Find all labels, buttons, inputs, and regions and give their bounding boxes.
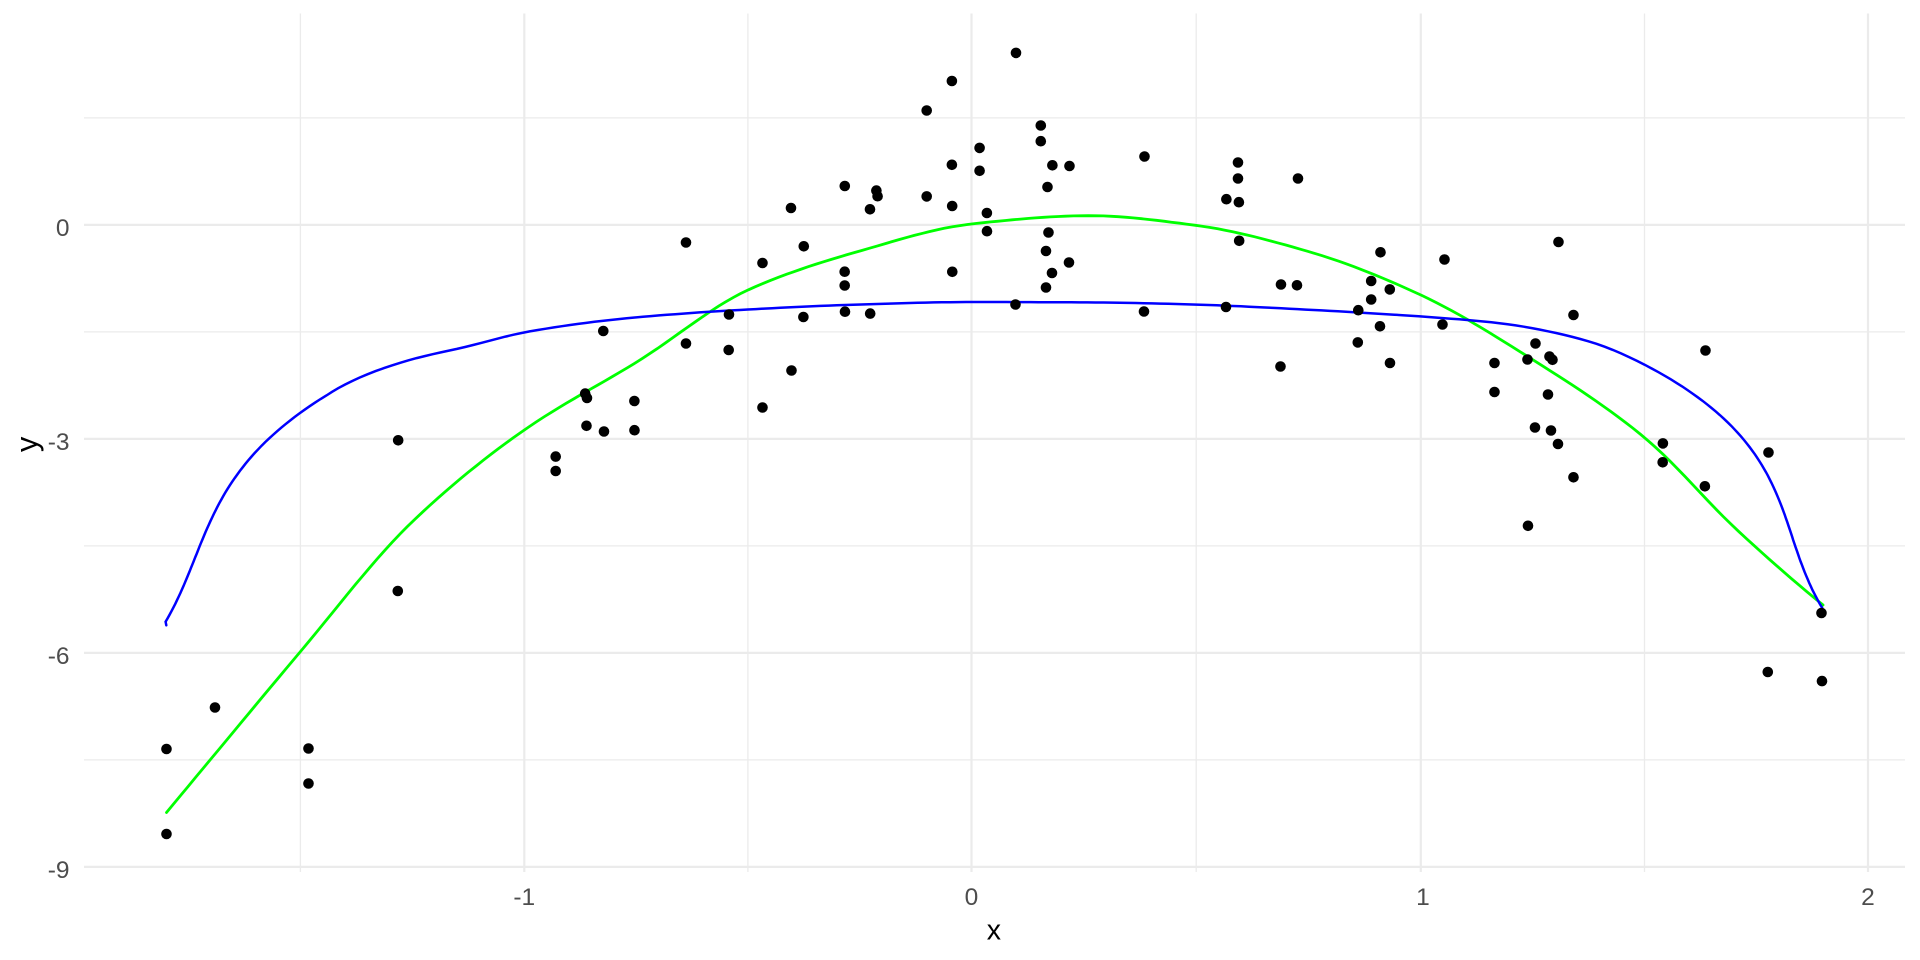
svg-text:2: 2 (1861, 884, 1875, 911)
svg-text:y: y (9, 436, 44, 452)
svg-text:-9: -9 (48, 857, 70, 884)
svg-text:-1: -1 (513, 884, 535, 911)
svg-text:1: 1 (1416, 884, 1430, 911)
svg-text:-3: -3 (48, 429, 70, 456)
svg-text:x: x (987, 915, 1001, 947)
svg-text:-6: -6 (48, 643, 70, 670)
svg-text:0: 0 (56, 215, 70, 242)
svg-text:0: 0 (965, 884, 979, 911)
